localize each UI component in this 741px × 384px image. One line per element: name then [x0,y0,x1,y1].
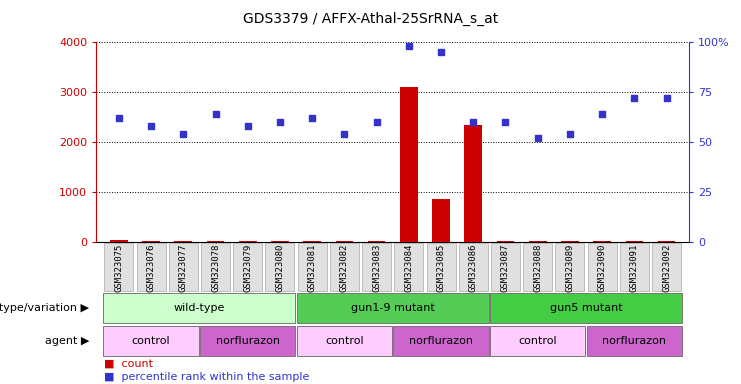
Bar [303,241,321,242]
Bar [271,241,289,242]
FancyBboxPatch shape [233,243,262,291]
Point [274,119,286,125]
FancyBboxPatch shape [265,243,294,291]
Point [597,111,608,117]
FancyBboxPatch shape [523,243,552,291]
FancyBboxPatch shape [490,326,585,356]
Text: GSM323076: GSM323076 [147,243,156,292]
Text: GDS3379 / AFFX-Athal-25SrRNA_s_at: GDS3379 / AFFX-Athal-25SrRNA_s_at [243,12,498,26]
FancyBboxPatch shape [459,243,488,291]
Text: genotype/variation ▶: genotype/variation ▶ [0,303,89,313]
Point [468,119,479,125]
Text: control: control [325,336,364,346]
Bar [529,241,547,242]
FancyBboxPatch shape [104,326,199,356]
Point [306,115,318,121]
Text: norflurazon: norflurazon [409,336,473,346]
Text: GSM323081: GSM323081 [308,243,316,292]
FancyBboxPatch shape [362,243,391,291]
Text: GSM323091: GSM323091 [630,243,639,292]
Text: gun5 mutant: gun5 mutant [550,303,622,313]
FancyBboxPatch shape [588,243,617,291]
Point [113,115,124,121]
Text: GSM323082: GSM323082 [340,243,349,292]
Text: GSM323088: GSM323088 [534,243,542,292]
Bar [368,241,385,242]
Bar [496,241,514,242]
Point [661,95,673,101]
Point [210,111,222,117]
Text: GSM323086: GSM323086 [469,243,478,292]
Bar [658,241,676,242]
FancyBboxPatch shape [427,243,456,291]
Text: control: control [519,336,557,346]
Text: norflurazon: norflurazon [216,336,280,346]
FancyBboxPatch shape [490,293,682,323]
FancyBboxPatch shape [491,243,520,291]
Text: ■  count: ■ count [104,359,153,369]
Bar [239,241,256,242]
FancyBboxPatch shape [393,326,489,356]
Point [628,95,640,101]
Point [177,131,189,137]
Text: norflurazon: norflurazon [602,336,666,346]
FancyBboxPatch shape [136,243,165,291]
Point [242,123,253,129]
Point [499,119,511,125]
Text: GSM323085: GSM323085 [436,243,445,292]
Text: GSM323075: GSM323075 [114,243,124,292]
Point [564,131,576,137]
FancyBboxPatch shape [296,326,392,356]
Text: control: control [132,336,170,346]
Text: GSM323089: GSM323089 [565,243,574,292]
Bar [561,241,579,242]
Bar [174,241,192,242]
FancyBboxPatch shape [394,243,423,291]
Text: ■  percentile rank within the sample: ■ percentile rank within the sample [104,372,309,382]
Text: GSM323087: GSM323087 [501,243,510,292]
Text: GSM323083: GSM323083 [372,243,381,292]
Bar [142,241,160,242]
Text: GSM323078: GSM323078 [211,243,220,292]
Bar [110,240,127,242]
FancyBboxPatch shape [620,243,649,291]
Text: GSM323090: GSM323090 [598,243,607,292]
Text: gun1-9 mutant: gun1-9 mutant [350,303,435,313]
Bar [207,241,225,242]
Bar [432,200,450,242]
FancyBboxPatch shape [556,243,585,291]
Text: GSM323079: GSM323079 [243,243,252,292]
Bar [625,241,643,242]
Point [339,131,350,137]
Point [370,119,382,125]
Bar [400,87,418,242]
Text: agent ▶: agent ▶ [44,336,89,346]
Text: GSM323084: GSM323084 [405,243,413,292]
Text: GSM323077: GSM323077 [179,243,187,292]
Bar [336,241,353,242]
Text: wild-type: wild-type [173,303,225,313]
Point [403,43,415,49]
Text: GSM323080: GSM323080 [276,243,285,292]
FancyBboxPatch shape [652,243,681,291]
FancyBboxPatch shape [201,243,230,291]
FancyBboxPatch shape [330,243,359,291]
FancyBboxPatch shape [104,293,296,323]
Bar [465,124,482,242]
Point [532,135,544,141]
FancyBboxPatch shape [169,243,198,291]
FancyBboxPatch shape [587,326,682,356]
Bar [594,241,611,242]
Point [145,123,157,129]
FancyBboxPatch shape [298,243,327,291]
Point [435,49,447,55]
FancyBboxPatch shape [296,293,489,323]
FancyBboxPatch shape [200,326,296,356]
Text: GSM323092: GSM323092 [662,243,671,292]
FancyBboxPatch shape [104,243,133,291]
